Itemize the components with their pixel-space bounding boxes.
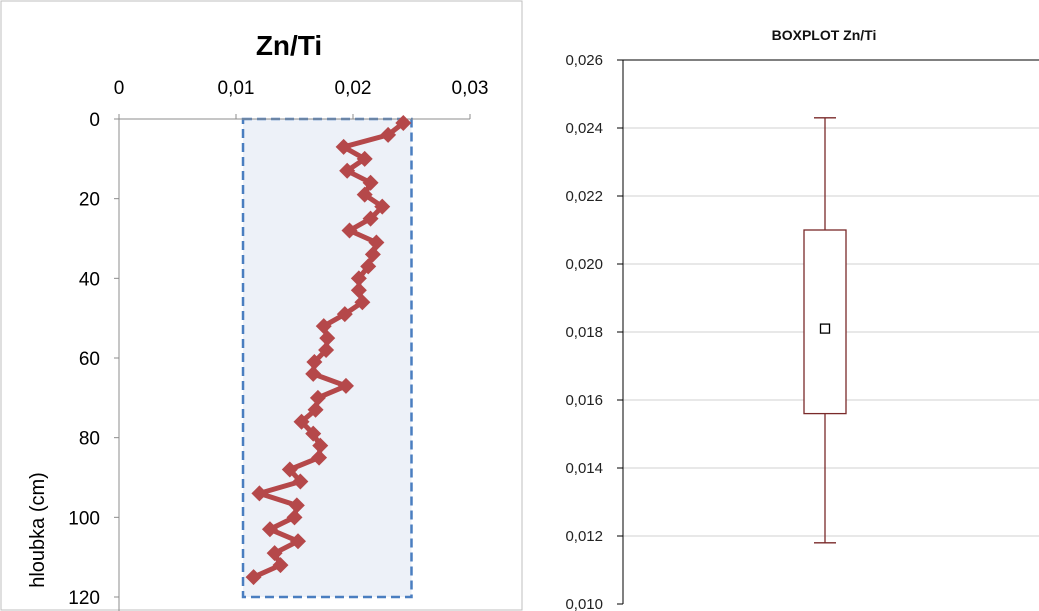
x-tick-label: 0,03 — [452, 78, 489, 99]
data-point-marker — [288, 497, 305, 514]
data-point-marker — [311, 449, 328, 466]
boxplot-title: BOXPLOT Zn/Ti — [772, 27, 877, 43]
data-point-marker — [261, 521, 278, 538]
data-point-marker — [290, 533, 307, 550]
boxplot-panel: BOXPLOT Zn/Ti 0,010 0,012 0,014 0,016 0,018 0… — [523, 0, 1039, 611]
data-point-marker — [350, 270, 367, 287]
y-tick-label: 20 — [79, 190, 100, 211]
data-point-marker — [354, 294, 371, 311]
mean-marker — [819, 323, 831, 334]
y-tick-label: 0,014 — [565, 460, 603, 477]
data-point-marker — [339, 162, 356, 179]
y-tick-label: 0,020 — [565, 256, 603, 273]
data-point-marker — [341, 222, 358, 239]
chart-border — [0, 0, 523, 611]
data-point-marker — [374, 198, 391, 215]
y-tick-label: 0,016 — [565, 392, 603, 409]
box-q1-q3 — [803, 229, 847, 415]
x-tick-label: 0,02 — [335, 78, 372, 99]
data-point-marker — [360, 258, 377, 275]
y-tick-label: 120 — [68, 588, 100, 609]
data-point-marker — [266, 545, 283, 562]
data-point-marker — [356, 186, 373, 203]
data-point-marker — [245, 569, 262, 586]
y-tick-label: 80 — [79, 429, 100, 450]
data-point-marker — [395, 114, 412, 131]
y-tick-label: 0,010 — [565, 596, 603, 611]
y-tick-label: 60 — [79, 349, 100, 370]
data-point-marker — [318, 342, 335, 359]
y-tick-label: 0 — [89, 110, 100, 131]
y-tick-label: 0,022 — [565, 188, 603, 205]
data-point-marker — [335, 138, 352, 155]
data-point-marker — [286, 509, 303, 526]
data-point-marker — [251, 485, 268, 502]
data-point-marker — [307, 401, 324, 418]
data-point-marker — [309, 389, 326, 406]
y-axis-label: hloubka (cm) — [27, 472, 49, 588]
chart-title: Zn/Ti — [256, 30, 322, 61]
data-point-marker — [350, 282, 367, 299]
data-point-marker — [356, 150, 373, 167]
y-tick-label: 0,018 — [565, 324, 603, 341]
y-tick-label: 0,024 — [565, 120, 603, 137]
data-point-marker — [293, 413, 310, 430]
data-point-marker — [305, 425, 322, 442]
boxplot-chart: BOXPLOT Zn/Ti 0,010 0,012 0,014 0,016 0,018 0… — [565, 27, 1039, 611]
y-tick-label: 40 — [79, 269, 100, 290]
x-tick-label: 0,01 — [218, 78, 255, 99]
data-point-marker — [362, 210, 379, 227]
data-point-marker — [336, 306, 353, 323]
y-tick-label: 0,026 — [565, 52, 603, 69]
depth-profile-chart: 0 0,01 0,02 0,03 0 20 40 60 80 100 120 Zn/Ti hloub… — [0, 0, 523, 611]
data-point-marker — [362, 174, 379, 191]
data-point-marker — [337, 377, 354, 394]
data-point-marker — [281, 461, 298, 478]
x-tick-label: 0 — [114, 78, 125, 99]
data-point-marker — [292, 473, 309, 490]
data-point-marker — [368, 234, 385, 251]
data-point-marker — [312, 437, 329, 454]
data-point-marker — [306, 353, 323, 370]
data-point-marker — [364, 246, 381, 263]
y-tick-label: 100 — [68, 508, 100, 529]
data-point-marker — [305, 365, 322, 382]
data-point-marker — [315, 318, 332, 335]
y-tick-label: 0,012 — [565, 528, 603, 545]
line-chart-panel: 0 0,01 0,02 0,03 0 20 40 60 80 100 120 Zn/Ti hloub… — [0, 0, 523, 611]
data-point-marker — [272, 557, 289, 574]
data-point-marker — [319, 330, 336, 347]
data-point-marker — [380, 126, 397, 143]
